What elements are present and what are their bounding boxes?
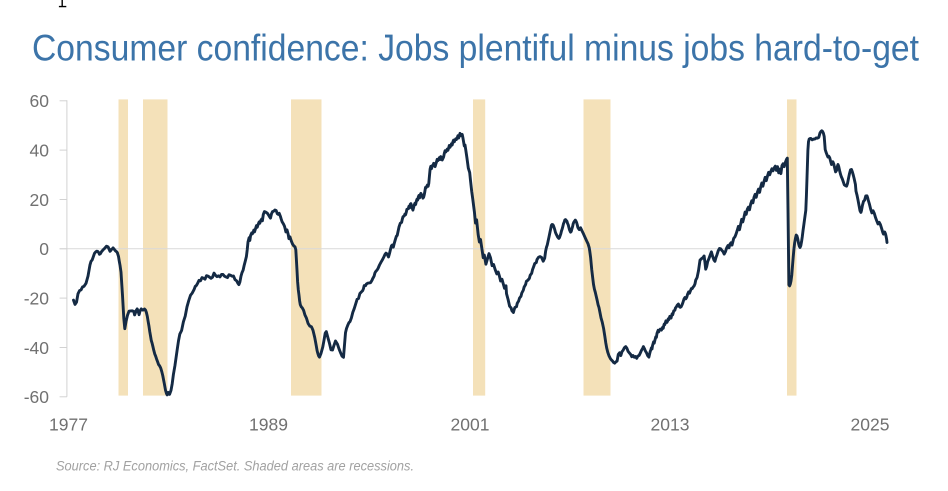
svg-text:60: 60 [30, 91, 50, 111]
svg-text:1989: 1989 [249, 414, 288, 434]
svg-text:-60: -60 [24, 387, 50, 407]
svg-text:-20: -20 [24, 288, 50, 308]
svg-text:Source: RJ Economics, FactSet.: Source: RJ Economics, FactSet. Shaded ar… [56, 458, 414, 474]
svg-text:2001: 2001 [451, 414, 490, 434]
svg-text:-40: -40 [24, 338, 50, 358]
svg-text:1977: 1977 [49, 414, 88, 434]
svg-text:40: 40 [30, 140, 50, 160]
svg-text:2013: 2013 [651, 414, 690, 434]
svg-text:20: 20 [30, 190, 50, 210]
svg-text:0: 0 [39, 239, 49, 259]
svg-text:2025: 2025 [851, 414, 890, 434]
svg-text:Consumer confidence: Jobs plen: Consumer confidence: Jobs plentiful minu… [32, 27, 920, 69]
